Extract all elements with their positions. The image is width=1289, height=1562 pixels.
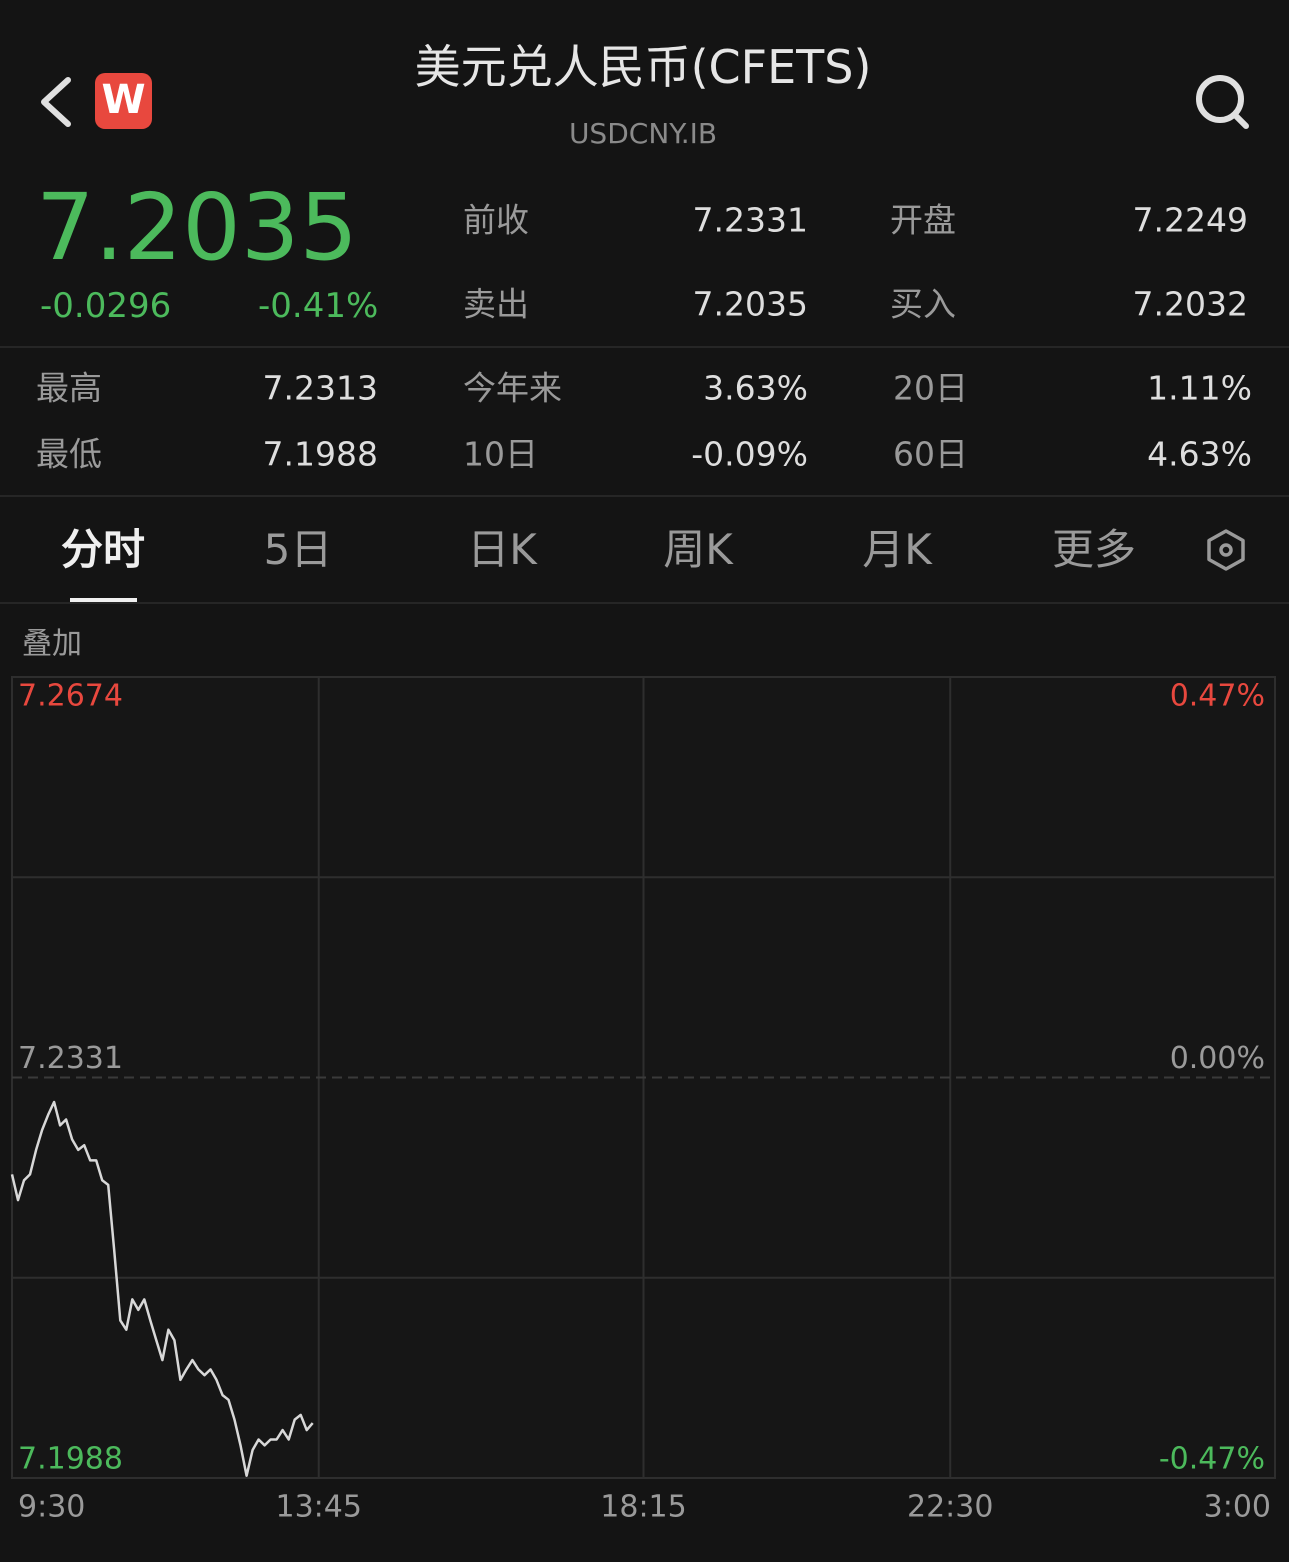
stat-value: 1.11%: [1147, 368, 1252, 408]
x-tick-label: 18:15: [600, 1490, 686, 1525]
stat-value: 3.63%: [703, 368, 808, 408]
y2-tick-label: 0.47%: [1170, 679, 1265, 714]
stat-label: 20日: [893, 368, 968, 408]
x-tick-label: 22:30: [907, 1490, 993, 1525]
stat-label: 最高: [36, 368, 102, 408]
overlay-button[interactable]: 叠加: [22, 627, 82, 662]
y-tick-label: 7.2331: [18, 1041, 123, 1076]
back-button[interactable]: [36, 76, 76, 128]
price-line: [10, 1100, 314, 1477]
y2-tick-label: 0.00%: [1170, 1041, 1265, 1076]
page-title: 美元兑人民币(CFETS): [414, 40, 872, 94]
tab[interactable]: 月K: [862, 525, 932, 574]
y-tick-label: 7.2674: [18, 679, 123, 714]
x-tick-label: 9:30: [18, 1490, 85, 1525]
stat-label: 前收: [463, 200, 529, 240]
intraday-chart: 叠加 9:30 13:45 18:15 22:30 3:00 7.2674 7.2331 7.…: [10, 627, 1276, 1525]
x-tick-label: 3:00: [1204, 1490, 1271, 1525]
stat-label: 10日: [463, 434, 538, 474]
stat-value: 7.2249: [1132, 200, 1248, 240]
y-tick-label: 7.1988: [18, 1442, 123, 1477]
tab[interactable]: 日K: [467, 525, 537, 574]
app-logo[interactable]: W: [95, 73, 152, 129]
stat-value: 7.1988: [262, 434, 378, 474]
stat-value: 7.2313: [262, 368, 378, 408]
stat-value: 7.2032: [1132, 284, 1248, 324]
stat-value: 7.2035: [692, 284, 808, 324]
y2-tick-label: -0.47%: [1159, 1442, 1265, 1477]
price-change-pct: -0.41%: [258, 286, 379, 326]
divider: [0, 602, 1289, 604]
last-price: 7.2035: [36, 174, 358, 281]
search-button[interactable]: [1192, 72, 1252, 132]
stat-value: 4.63%: [1147, 434, 1252, 474]
stat-label: 买入: [890, 284, 956, 324]
divider: [0, 346, 1289, 348]
tab-active[interactable]: 分时: [60, 525, 146, 574]
tab[interactable]: 5日: [263, 525, 333, 574]
stat-label: 今年来: [463, 368, 562, 408]
stat-label: 60日: [893, 434, 968, 474]
divider: [0, 495, 1289, 497]
stat-label: 开盘: [890, 200, 956, 240]
tab[interactable]: 更多: [1051, 525, 1137, 574]
stat-value: 7.2331: [692, 200, 808, 240]
stat-label: 卖出: [463, 284, 529, 324]
settings-button[interactable]: [1204, 528, 1248, 572]
price-change: -0.0296: [40, 286, 172, 326]
stat-label: 最低: [36, 434, 102, 474]
tab-indicator: [70, 598, 137, 602]
stat-value: -0.09%: [691, 434, 808, 474]
tab[interactable]: 周K: [663, 525, 733, 574]
x-tick-label: 13:45: [275, 1490, 361, 1525]
symbol-code: USDCNY.IB: [568, 117, 718, 150]
